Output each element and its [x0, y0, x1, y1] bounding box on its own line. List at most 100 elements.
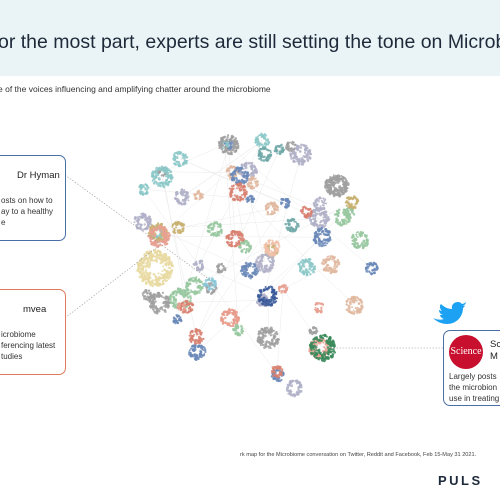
node [323, 261, 327, 264]
node [323, 353, 327, 356]
node [315, 308, 318, 312]
node [271, 204, 275, 208]
node [243, 170, 247, 174]
node [173, 229, 176, 232]
node [262, 159, 266, 162]
node [317, 232, 321, 236]
node [354, 242, 357, 246]
node [252, 262, 255, 266]
node [272, 335, 276, 339]
node [314, 239, 317, 242]
node [297, 144, 300, 148]
node [354, 237, 357, 241]
node [302, 273, 306, 276]
node [235, 183, 237, 186]
node [184, 195, 188, 198]
node [200, 356, 203, 359]
node [141, 292, 144, 295]
edge [237, 191, 355, 306]
node [160, 294, 163, 298]
node [338, 194, 342, 198]
node [231, 234, 235, 237]
node [148, 275, 151, 278]
node [151, 279, 154, 282]
node [373, 271, 376, 275]
node [153, 250, 156, 253]
node [270, 266, 274, 270]
callout-text: tudies [1, 352, 23, 361]
node [213, 285, 216, 289]
node [161, 291, 165, 295]
node [333, 351, 336, 354]
node [210, 233, 213, 236]
callout: Science Sc M Largely posts the microbion… [443, 330, 500, 406]
node [308, 257, 310, 260]
node [318, 225, 321, 228]
node [319, 334, 322, 337]
node [149, 223, 153, 226]
node [326, 242, 329, 245]
node [264, 205, 267, 208]
node [171, 264, 175, 268]
node [238, 182, 242, 186]
node [315, 220, 318, 223]
node [342, 211, 345, 214]
node [175, 319, 178, 322]
node [268, 268, 272, 272]
node [142, 277, 146, 281]
network-map [133, 132, 379, 398]
node [235, 241, 238, 245]
node [233, 194, 236, 197]
node [295, 227, 298, 230]
node [147, 235, 150, 238]
node [368, 271, 371, 274]
node [347, 310, 351, 313]
node [342, 222, 346, 226]
node [340, 186, 344, 190]
node [206, 229, 210, 233]
node [314, 214, 317, 217]
node [243, 174, 246, 178]
node [293, 220, 296, 223]
node [309, 156, 312, 160]
node [218, 147, 221, 150]
node [324, 224, 327, 227]
node [305, 155, 309, 158]
node [359, 230, 362, 233]
node [316, 307, 319, 310]
node [150, 242, 154, 246]
node [344, 209, 348, 213]
node [144, 192, 147, 195]
node [183, 203, 186, 206]
node [265, 343, 268, 346]
node [236, 320, 239, 322]
node [268, 285, 270, 288]
node [299, 265, 302, 269]
node [151, 180, 154, 182]
node [320, 244, 324, 248]
node [322, 260, 325, 263]
node [313, 222, 317, 226]
node [169, 273, 173, 276]
node [192, 344, 195, 347]
node [239, 196, 243, 200]
node [274, 208, 277, 212]
node [246, 177, 249, 180]
node [267, 243, 271, 247]
node [264, 270, 267, 273]
node [332, 176, 335, 179]
node [321, 225, 324, 228]
node [190, 347, 192, 350]
node [271, 342, 273, 345]
node [328, 191, 332, 195]
node [250, 168, 253, 171]
node [184, 190, 187, 194]
node [193, 333, 195, 336]
node [238, 187, 241, 190]
node [160, 168, 164, 172]
node [134, 216, 137, 220]
node [336, 264, 339, 267]
node [213, 283, 217, 287]
node [358, 302, 361, 305]
node [279, 285, 282, 289]
